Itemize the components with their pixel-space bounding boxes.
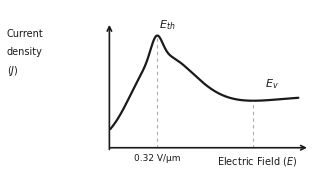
- Text: density: density: [7, 47, 43, 57]
- Text: 0.32 V/μm: 0.32 V/μm: [134, 154, 181, 163]
- Text: Electric Field ($E$): Electric Field ($E$): [216, 155, 297, 168]
- Text: $E_v$: $E_v$: [265, 77, 279, 91]
- Text: ($J$): ($J$): [7, 64, 18, 78]
- Text: $E_{th}$: $E_{th}$: [159, 18, 176, 32]
- Text: Current: Current: [7, 29, 43, 39]
